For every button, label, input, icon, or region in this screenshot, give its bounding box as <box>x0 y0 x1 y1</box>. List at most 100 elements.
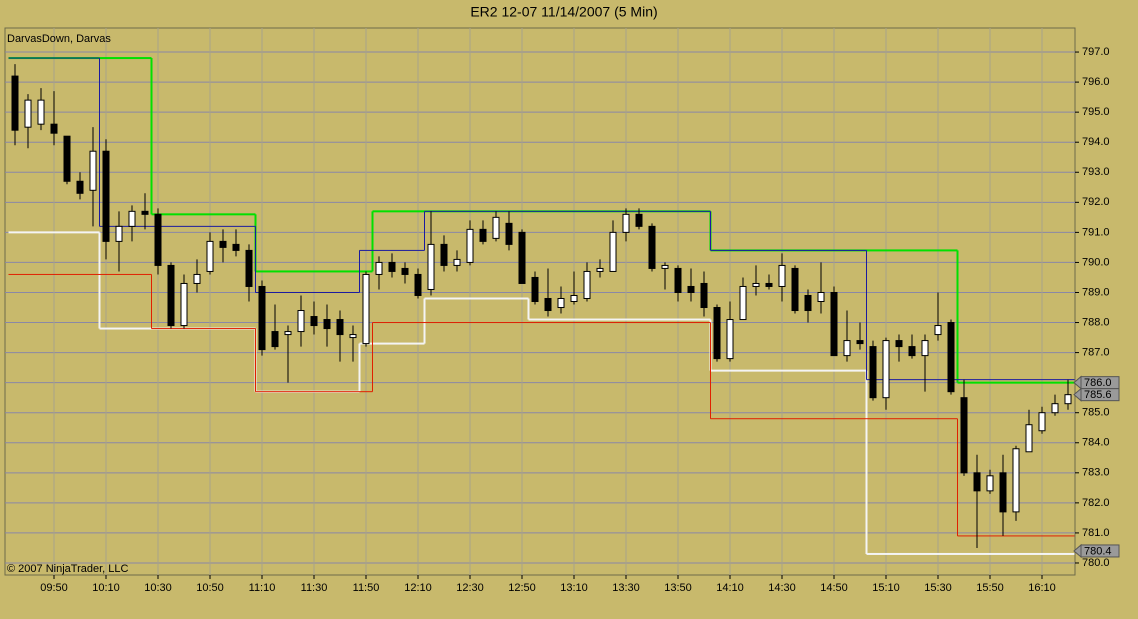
price-marker <box>1080 544 1120 558</box>
x-tick-label: 14:30 <box>768 582 796 594</box>
candle-body <box>141 210 149 215</box>
candle-body <box>804 294 812 312</box>
candle-body <box>986 475 994 492</box>
candle-body <box>466 228 474 263</box>
candle-body <box>973 472 981 492</box>
candle-body <box>362 273 370 345</box>
y-tick-label: 788.0 <box>1082 316 1110 328</box>
overlays <box>8 57 1075 555</box>
y-tick-label: 781.0 <box>1082 527 1110 539</box>
candle-body <box>245 249 253 287</box>
candle-body <box>544 297 552 312</box>
x-tick-label: 12:30 <box>456 582 484 594</box>
y-tick-label: 790.0 <box>1082 256 1110 268</box>
candle-body <box>1051 403 1059 414</box>
y-tick-label: 787.0 <box>1082 346 1110 358</box>
candle-body <box>388 261 396 272</box>
candle-body <box>557 297 565 309</box>
candle-body <box>791 267 799 312</box>
candle-body <box>999 472 1007 513</box>
y-tick-label: 791.0 <box>1082 226 1110 238</box>
x-tick-label: 14:10 <box>716 582 744 594</box>
indicator-label: DarvasDown, Darvas <box>7 33 111 45</box>
y-tick-label: 784.0 <box>1082 437 1110 449</box>
x-tick-label: 16:10 <box>1028 582 1056 594</box>
x-tick-label: 12:10 <box>404 582 432 594</box>
candle-body <box>700 282 708 309</box>
candle-body <box>843 340 851 357</box>
y-tick-label: 783.0 <box>1082 467 1110 479</box>
candle-body <box>76 180 84 194</box>
candle-body <box>778 264 786 287</box>
candle-body <box>154 213 162 266</box>
x-tick-label: 11:50 <box>353 582 380 594</box>
x-tick-label: 11:10 <box>249 582 276 594</box>
candle-body <box>440 243 448 266</box>
x-tick-label: 15:30 <box>924 582 952 594</box>
price-marker-label: 785.6 <box>1084 389 1112 401</box>
candle-body <box>310 316 318 327</box>
candle-body <box>206 240 214 272</box>
candle-body <box>492 216 500 239</box>
candle-body <box>570 294 578 303</box>
candle-body <box>609 231 617 272</box>
y-tick-label: 792.0 <box>1082 196 1110 208</box>
candle-body <box>856 340 864 345</box>
candle-body <box>323 319 331 330</box>
x-tick-label: 14:50 <box>820 582 848 594</box>
copyright: © 2007 NinjaTrader, LLC <box>7 563 128 575</box>
candle-body <box>128 210 136 227</box>
candle-body <box>11 75 19 131</box>
candle-body <box>739 285 747 321</box>
x-tick-label: 11:30 <box>301 582 328 594</box>
candle-body <box>635 213 643 227</box>
plot-area <box>4 27 1076 576</box>
x-tick-label: 09:50 <box>40 582 68 594</box>
candle-body <box>115 225 123 242</box>
chart-title: ER2 12-07 11/14/2007 (5 Min) <box>470 4 657 20</box>
candle-body <box>427 243 435 290</box>
candle-body <box>505 222 513 245</box>
candle-body <box>622 213 630 233</box>
candle-body <box>37 99 45 125</box>
y-tick-label: 794.0 <box>1082 136 1110 148</box>
candles <box>11 64 1072 548</box>
x-tick-label: 15:10 <box>872 582 900 594</box>
candle-body <box>908 346 916 357</box>
candle-body <box>765 282 773 287</box>
candle-body <box>89 150 97 191</box>
candle-body <box>479 228 487 242</box>
candle-body <box>271 331 279 348</box>
x-tick-label: 10:10 <box>92 582 120 594</box>
price-marker-label: 786.0 <box>1084 377 1112 389</box>
candle-body <box>219 240 227 248</box>
x-tick-label: 10:50 <box>196 582 224 594</box>
candle-body <box>869 346 877 399</box>
y-tick-label: 780.0 <box>1082 557 1110 569</box>
candle-body <box>258 285 266 351</box>
candle-body <box>1064 394 1072 405</box>
x-tick-label: 13:50 <box>664 582 692 594</box>
candle-body <box>401 267 409 275</box>
candle-body <box>297 310 305 333</box>
candle-body <box>518 231 526 284</box>
candle-body <box>596 267 604 272</box>
candle-body <box>336 319 344 336</box>
price-marker-label: 780.4 <box>1084 545 1112 557</box>
candle-body <box>375 261 383 275</box>
candle-body <box>713 307 721 360</box>
candle-body <box>687 285 695 293</box>
candle-body <box>817 291 825 303</box>
candle-body <box>726 319 734 360</box>
candle-body <box>648 225 656 269</box>
candle-body <box>1025 424 1033 453</box>
candle-body <box>349 334 357 339</box>
x-tick-label: 10:30 <box>144 582 172 594</box>
candle-body <box>947 322 955 393</box>
x-tick-label: 12:50 <box>508 582 536 594</box>
candle-body <box>583 270 591 299</box>
x-tick-label: 15:50 <box>976 582 1004 594</box>
y-tick-label: 796.0 <box>1082 76 1110 88</box>
y-tick-label: 795.0 <box>1082 106 1110 118</box>
price-marker <box>1080 388 1120 402</box>
